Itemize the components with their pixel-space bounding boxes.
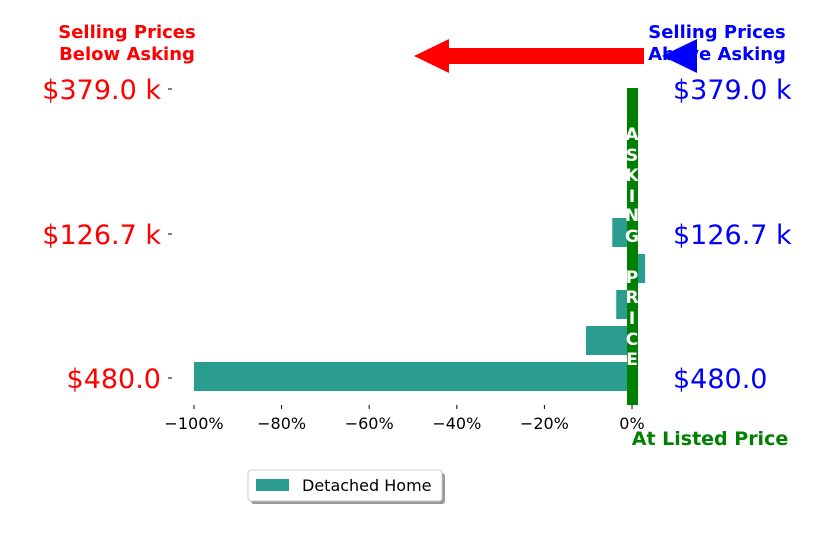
x-tick-label-5: 0% <box>619 414 644 433</box>
asking-letter-4: N <box>625 206 639 226</box>
direction-arrows <box>414 39 697 73</box>
header-above-asking-line1: Selling Prices <box>648 22 785 43</box>
y-tick-label-left-1: $126.7 k <box>42 220 161 251</box>
header-below-asking-line2: Below Asking <box>59 44 195 65</box>
x-tick-label-1: −80% <box>257 414 306 433</box>
asking-letter-5: G <box>625 227 639 247</box>
red-arrow-left <box>414 39 644 73</box>
legend-box <box>247 469 443 502</box>
bar-1 <box>586 326 632 355</box>
y-ticks-left: $480.0 $126.7 k $379.0 k <box>42 75 172 395</box>
asking-letter-8: R <box>625 288 638 308</box>
y-ticks-right: $480.0 $126.7 k $379.0 k <box>673 75 792 395</box>
x-tick-label-4: −20% <box>520 414 569 433</box>
asking-letter-3: I <box>629 187 635 207</box>
legend-label: Detached Home <box>302 476 432 495</box>
y-tick-label-left-2: $379.0 k <box>42 75 161 106</box>
bars <box>194 218 646 391</box>
y-tick-label-left-0: $480.0 <box>67 364 161 395</box>
at-listed-price-label: At Listed Price <box>632 428 788 450</box>
y-tick-label-right-1: $126.7 k <box>673 220 792 251</box>
asking-letter-7: P <box>626 268 638 288</box>
y-tick-label-right-0: $480.0 <box>673 364 767 395</box>
asking-letter-1: S <box>626 146 638 166</box>
x-axis: −100% −80% −60% −40% −20% 0% <box>164 405 645 433</box>
asking-letter-2: K <box>625 166 639 186</box>
x-tick-label-2: −60% <box>345 414 394 433</box>
blue-arrowhead <box>662 39 697 73</box>
header-below-asking-line1: Selling Prices <box>58 22 195 43</box>
x-tick-label-0: −100% <box>164 414 223 433</box>
asking-letter-11: E <box>626 350 638 370</box>
asking-letter-0: A <box>625 125 639 145</box>
bar-0 <box>194 362 632 391</box>
x-tick-label-3: −40% <box>432 414 481 433</box>
legend-swatch <box>256 479 289 491</box>
asking-price-line <box>627 88 638 405</box>
asking-letter-10: C <box>626 330 638 350</box>
y-tick-label-right-2: $379.0 k <box>673 75 792 106</box>
legend: Detached Home <box>247 469 445 504</box>
asking-letter-9: I <box>629 309 635 329</box>
